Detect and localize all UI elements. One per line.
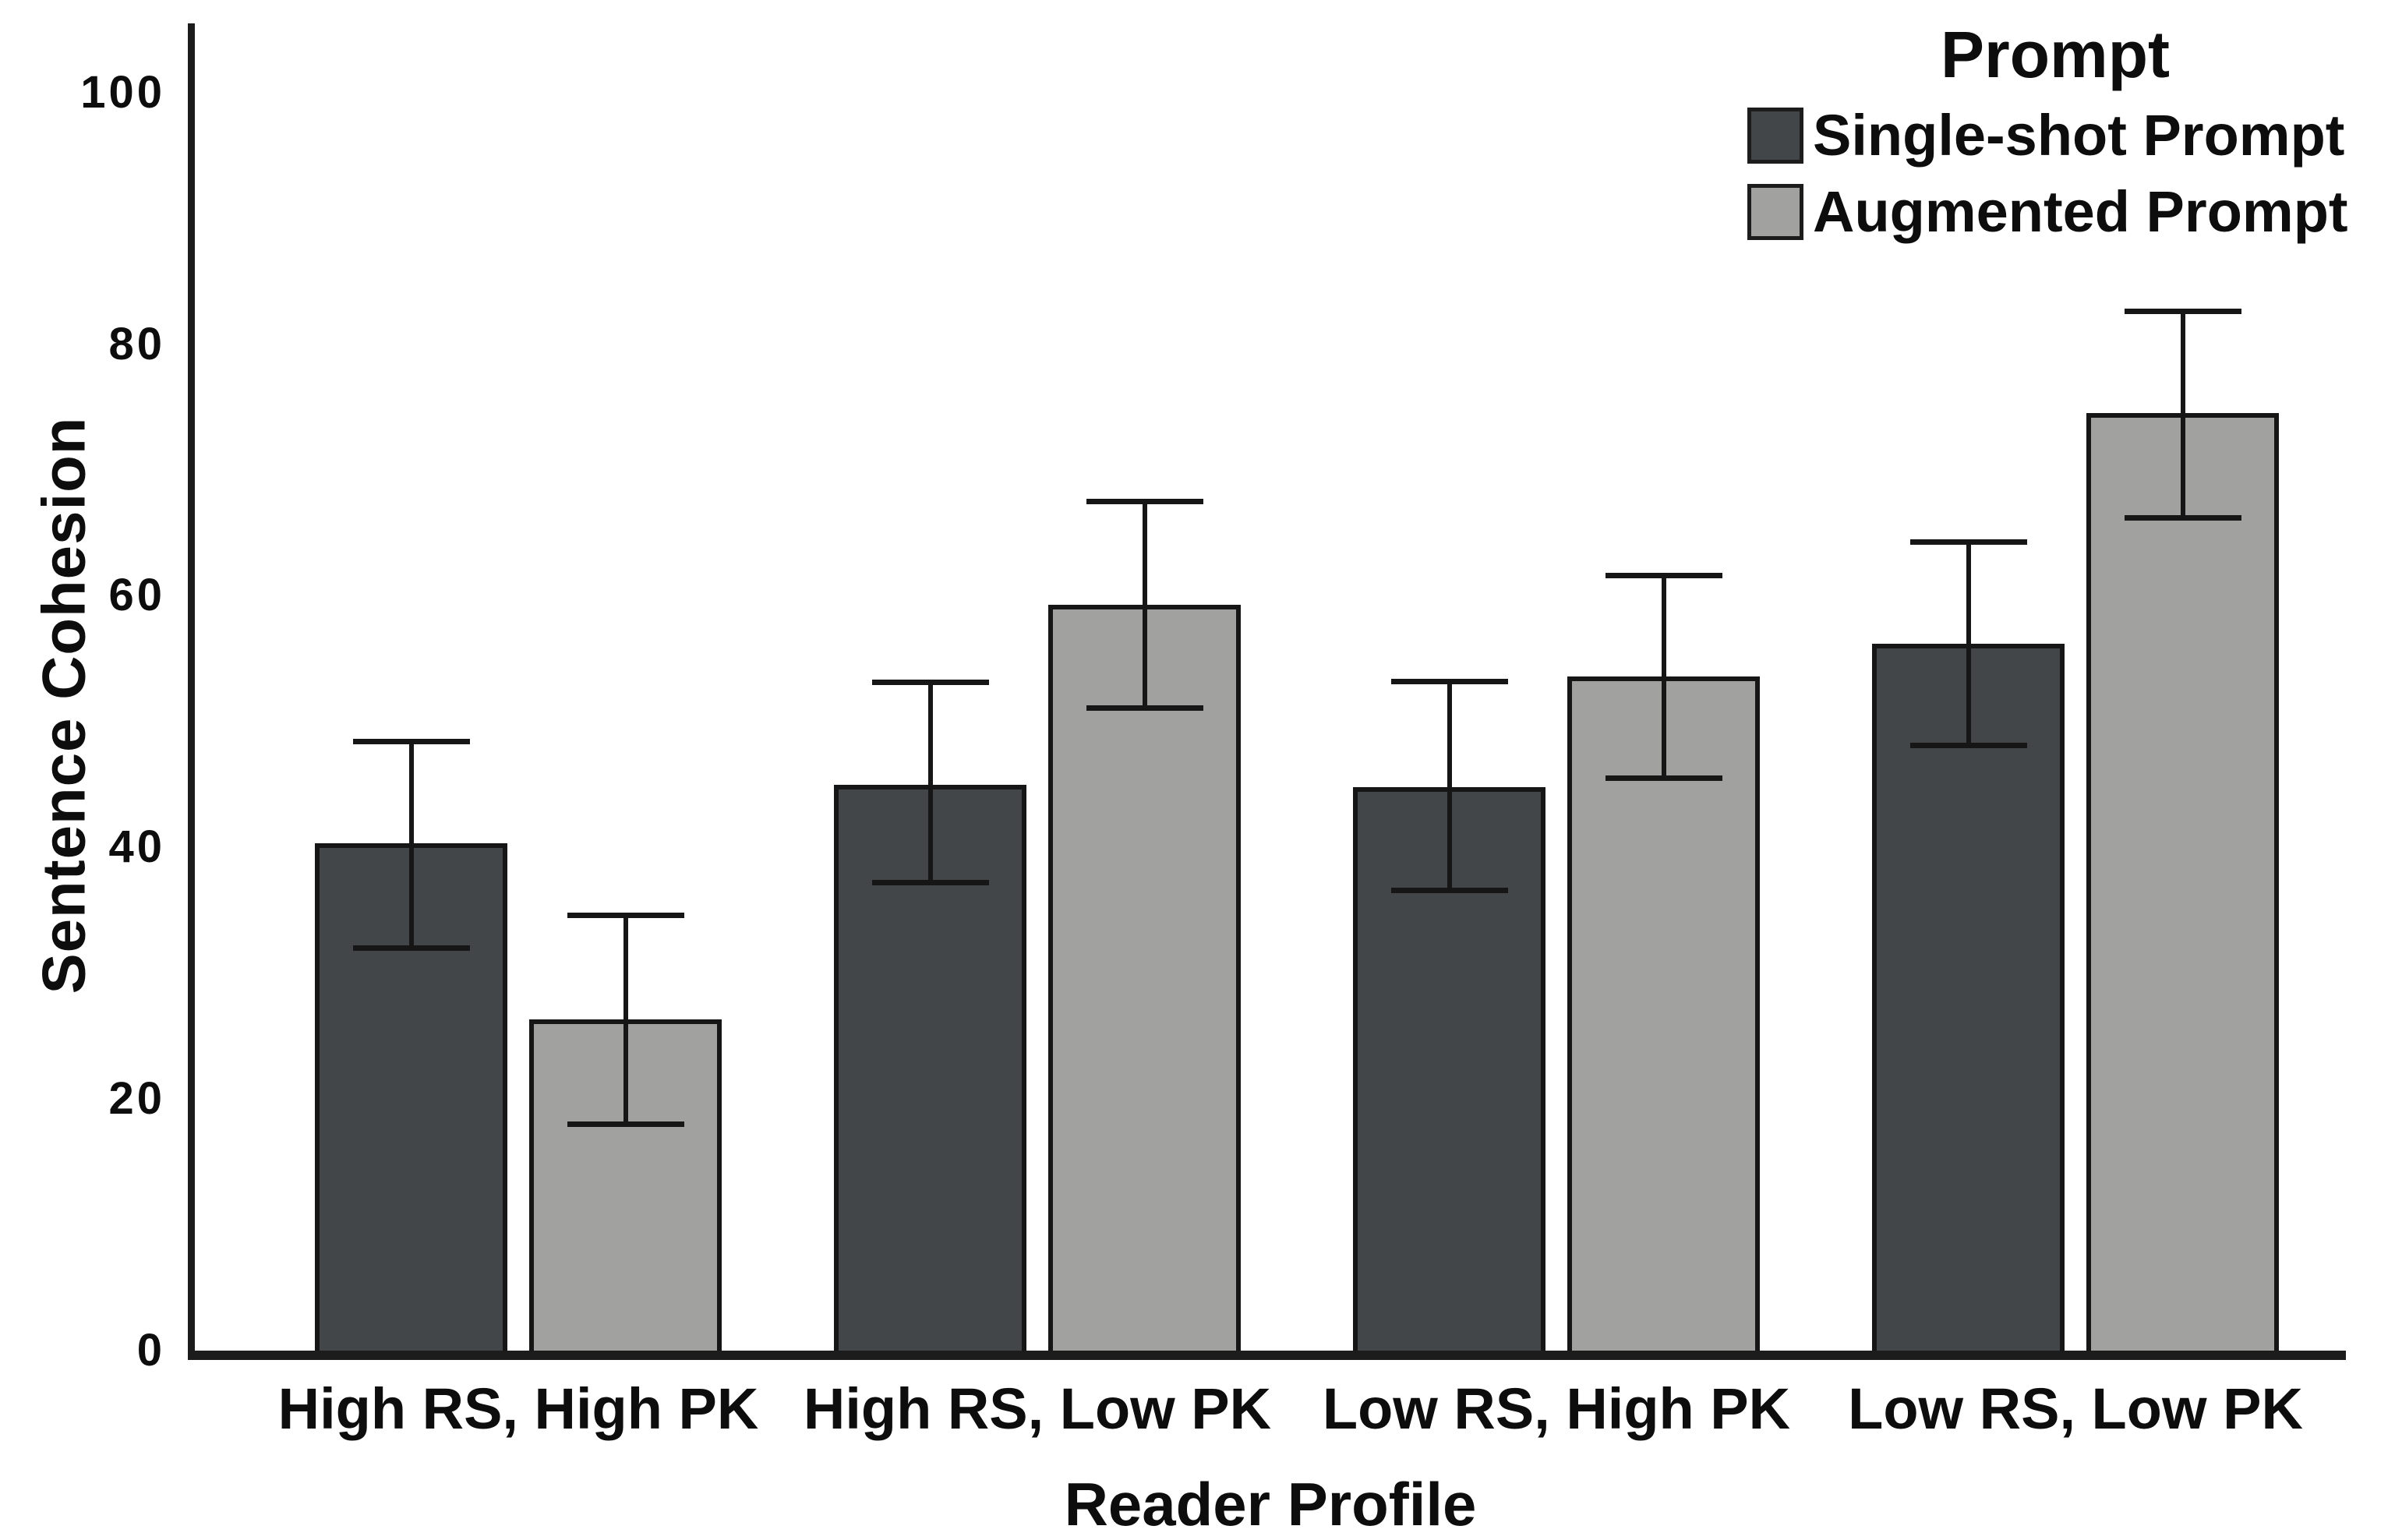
error-cap-bottom [1605,775,1722,782]
legend-label-augmented: Augmented Prompt [1813,179,2348,244]
legend-label-single-shot: Single-shot Prompt [1813,103,2345,168]
error-whisker [1661,575,1666,779]
error-whisker [1142,501,1147,708]
bar-single-shot-group-4 [1872,643,2065,1351]
x-category-label-3: Low RS, High PK [1322,1376,1791,1441]
error-cap-bottom [567,1121,684,1127]
x-category-label-1: High RS, High PK [277,1376,759,1441]
y-tick-label-0: 0 [136,1325,165,1376]
legend-swatch-single-shot [1747,108,1803,164]
y-tick-label-80: 80 [108,318,165,369]
error-cap-bottom [2124,514,2241,521]
error-cap-top [1605,573,1722,579]
error-cap-top [1909,539,2027,545]
legend-swatch-augmented [1747,184,1803,240]
error-cap-bottom [352,945,470,951]
y-tick-label-40: 40 [108,821,165,873]
error-whisker [623,915,628,1125]
error-whisker [408,741,414,948]
error-whisker [1966,542,1971,746]
legend-item-augmented: Augmented Prompt [1747,181,2363,243]
error-cap-top [2124,309,2241,315]
bar-augmented-group-2 [1048,604,1241,1351]
error-whisker [1447,681,1452,891]
error-cap-top [1390,678,1508,684]
error-cap-top [352,739,470,745]
y-axis-title: Sentence Cohesion [29,416,98,994]
bar-augmented-group-3 [1567,676,1760,1351]
x-category-label-4: Low RS, Low PK [1848,1376,2303,1441]
error-whisker [927,682,933,883]
x-axis-line [188,1351,2346,1360]
error-cap-top [567,912,684,918]
error-cap-bottom [1390,887,1508,893]
y-axis-line [188,23,195,1360]
error-cap-bottom [871,880,989,886]
y-tick-label-100: 100 [80,66,165,118]
legend: Prompt Single-shot Prompt Augmented Prom… [1747,16,2363,257]
y-tick-label-60: 60 [108,570,165,621]
error-cap-bottom [1909,743,2027,749]
x-axis-title: Reader Profile [1064,1470,1477,1538]
bar-augmented-group-4 [2086,413,2279,1351]
x-category-label-2: High RS, Low PK [803,1376,1272,1441]
y-tick-label-20: 20 [108,1073,165,1125]
legend-title: Prompt [1941,18,2170,91]
legend-item-single-shot: Single-shot Prompt [1747,104,2363,167]
error-whisker [2180,311,2185,518]
plot-area: Prompt Single-shot Prompt Augmented Prom… [80,18,2347,1538]
error-cap-top [1086,498,1203,504]
error-cap-bottom [1086,705,1203,711]
error-cap-top [871,680,989,686]
